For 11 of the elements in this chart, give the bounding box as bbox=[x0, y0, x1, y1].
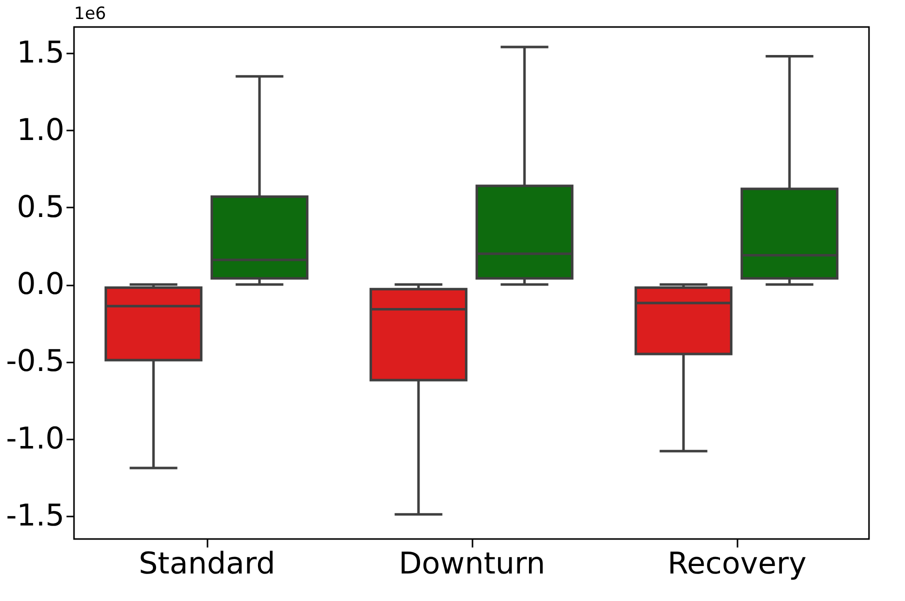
y-tick-label: 0.5 bbox=[16, 190, 64, 225]
y-tick-label: 0.0 bbox=[16, 267, 64, 302]
x-tick-label: Recovery bbox=[667, 546, 807, 582]
y-tick-label: -1.0 bbox=[6, 421, 64, 456]
y-tick-label: 1.0 bbox=[16, 112, 64, 148]
y-tick-label: -1.5 bbox=[6, 498, 64, 534]
x-tick-label: Standard bbox=[138, 546, 276, 582]
x-tick-label: Downturn bbox=[398, 546, 546, 582]
y-tick-label: 1.5 bbox=[16, 36, 64, 71]
text: 1e6 bbox=[74, 4, 106, 24]
y-tick-label: -0.5 bbox=[6, 344, 64, 380]
